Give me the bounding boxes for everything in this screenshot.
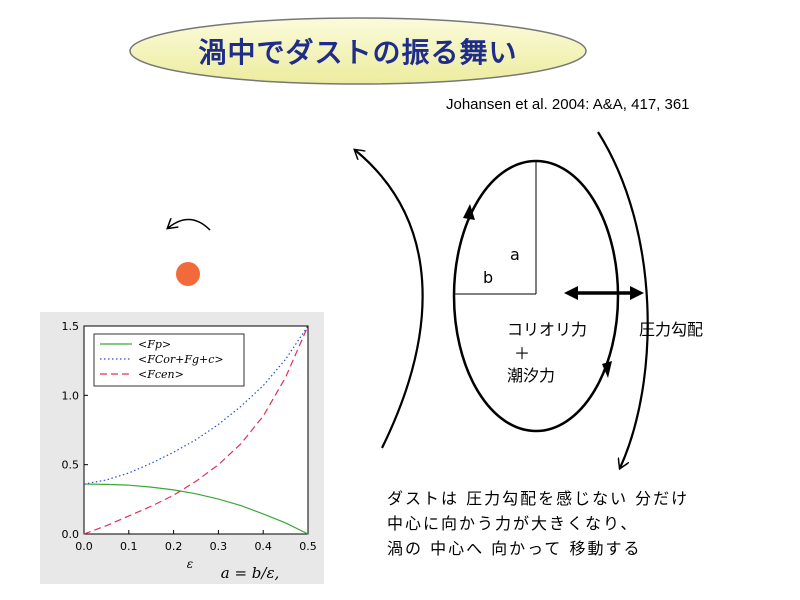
pressure-arrowhead-right-icon bbox=[630, 286, 644, 300]
x-tick-label: 0.1 bbox=[120, 540, 138, 553]
x-tick-label: 0.4 bbox=[254, 540, 272, 553]
label-a: a bbox=[510, 245, 520, 264]
explanation-line: ダストは 圧力勾配を感じない 分だけ bbox=[387, 489, 690, 508]
rotation-arrow-icon bbox=[168, 219, 211, 231]
explanation-text: ダストは 圧力勾配を感じない 分だけ 中心に向かう力が大きくなり、 渦の 中心へ… bbox=[387, 486, 689, 561]
explanation-line: 渦の 中心へ 向かって 移動する bbox=[387, 539, 642, 558]
force-plot: 0.0 0.1 0.2 0.3 0.4 0.5 0.0 0.5 1.0 1.5 <Fp> <FCor… bbox=[62, 320, 317, 582]
x-tick-label: 0.5 bbox=[299, 540, 317, 553]
series-line-2 bbox=[83, 325, 309, 535]
explanation-line: 中心に向かう力が大きくなり、 bbox=[387, 514, 639, 533]
formula-annotation: a = b/ε, bbox=[221, 564, 280, 582]
legend-entry: <Fp> bbox=[138, 338, 171, 351]
series-line-0 bbox=[83, 483, 309, 535]
legend-box bbox=[93, 333, 245, 387]
citation: Johansen et al. 2004: A&A, 417, 361 bbox=[446, 96, 690, 113]
x-tick-label: 0.2 bbox=[165, 540, 183, 553]
slide-title: 渦中でダストの振る舞い bbox=[198, 36, 518, 69]
right-streamline bbox=[597, 131, 649, 468]
y-tick-label: 0.0 bbox=[62, 528, 80, 541]
series-line-1 bbox=[83, 325, 309, 485]
x-axis-label: ε bbox=[187, 557, 193, 571]
legend-entry: <FCor+Fg+c> bbox=[138, 353, 224, 366]
ellipse-arrow-down-icon bbox=[602, 361, 612, 378]
label-plus: ＋ bbox=[514, 344, 531, 363]
left-streamline bbox=[355, 150, 424, 449]
label-coriolis: コリオリ力 bbox=[507, 320, 588, 339]
label-b: b bbox=[483, 268, 494, 287]
x-tick-label: 0.3 bbox=[210, 540, 228, 553]
pressure-arrowhead-left-icon bbox=[564, 286, 578, 300]
y-tick-label: 1.0 bbox=[62, 389, 80, 402]
legend-entry: <Fcen> bbox=[138, 368, 184, 381]
y-tick-label: 1.5 bbox=[62, 320, 80, 333]
label-tidal: 潮汐力 bbox=[507, 366, 556, 385]
x-tick-label: 0.0 bbox=[75, 540, 93, 553]
title-oval bbox=[129, 17, 587, 85]
ellipse-arrow-up-icon bbox=[463, 204, 475, 220]
y-tick-label: 0.5 bbox=[62, 459, 80, 472]
label-pressure-gradient: 圧力勾配 bbox=[639, 320, 704, 339]
dust-particle bbox=[176, 262, 200, 286]
